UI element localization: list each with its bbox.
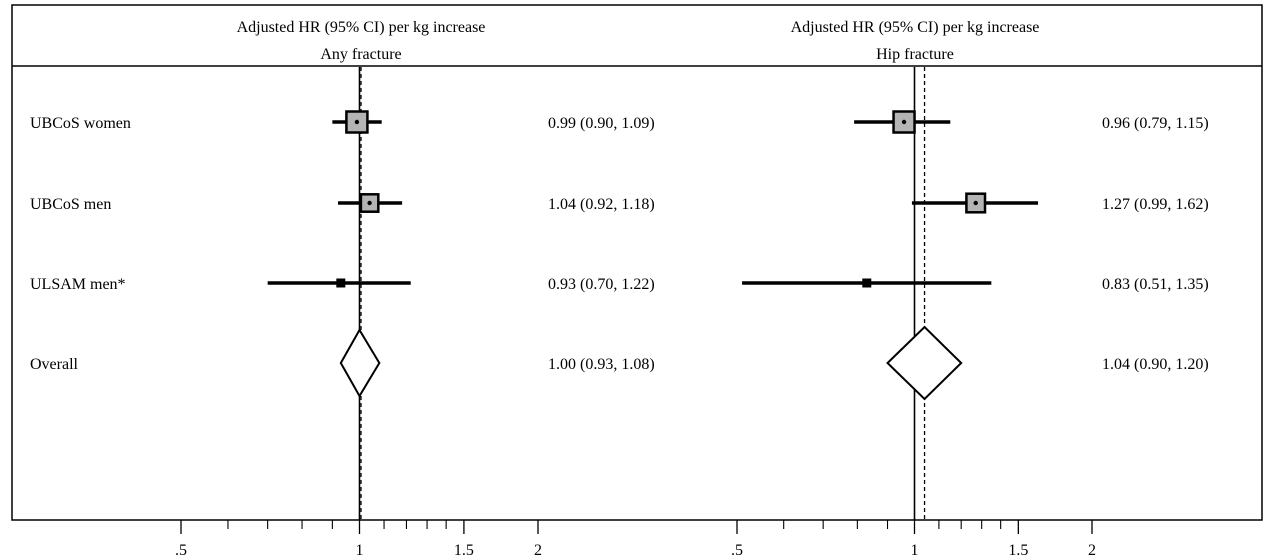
row-label: Overall [30,356,79,373]
panel2-tick-label: 1.5 [1008,542,1028,559]
panel2-point-estimate [901,119,907,125]
panel1-tick-label: 1.5 [454,542,474,559]
row-label: UBCoS women [30,115,131,132]
panel1-tick-label: 2 [534,542,542,559]
panel2-tick-label: .5 [731,542,743,559]
panel2-overall-diamond [886,325,963,401]
row-label: UBCoS men [30,196,111,213]
panel1-tick-label: .5 [175,542,187,559]
panel1-tick-label: 1 [356,542,364,559]
panel1-header-line2: Any fracture [320,46,401,63]
panel2-ci-text: 0.83 (0.51, 1.35) [1102,276,1209,293]
panel1-overall-diamond [339,328,381,398]
row-label: ULSAM men* [30,276,126,293]
panel1-point-estimate [367,200,372,206]
plot-frame [11,4,1263,521]
panel1-ci-text: 0.93 (0.70, 1.22) [548,276,655,293]
panel2-ci-text: 0.96 (0.79, 1.15) [1102,115,1209,132]
panel2-study-square [862,278,872,288]
panel1-study-square [336,278,346,288]
panel1-ci-text: 0.99 (0.90, 1.09) [548,115,655,132]
panel2-tick-label: 1 [911,542,919,559]
panel2-header-line1: Adjusted HR (95% CI) per kg increase [791,19,1040,36]
panel2-header-line2: Hip fracture [876,46,954,63]
panel2-ci-text: 1.04 (0.90, 1.20) [1102,356,1209,373]
panel1-ci-text: 1.04 (0.92, 1.18) [548,196,655,213]
panel1-header-line1: Adjusted HR (95% CI) per kg increase [237,19,486,36]
panel2-point-estimate [973,200,978,206]
panel1-ci-text: 1.00 (0.93, 1.08) [548,356,655,373]
panel2-tick-label: 2 [1088,542,1096,559]
panel2-ci-text: 1.27 (0.99, 1.62) [1102,196,1209,213]
panel1-point-estimate [354,119,360,125]
